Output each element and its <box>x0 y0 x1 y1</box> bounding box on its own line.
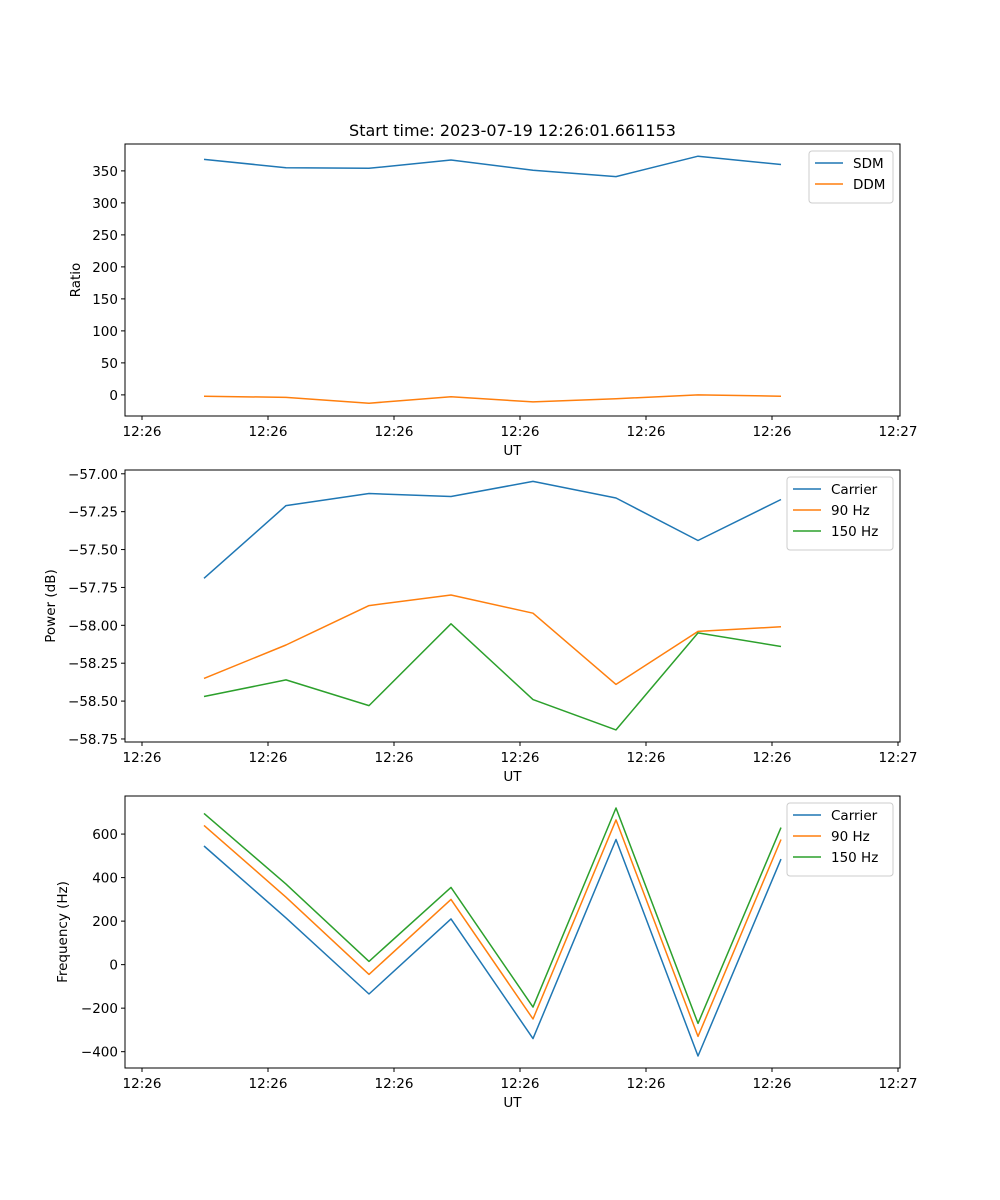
x-tick-label: 12:26 <box>123 424 162 440</box>
x-tick-label: 12:26 <box>501 750 540 766</box>
x-axis-label: UT <box>503 1095 522 1111</box>
series-line-carrier <box>203 838 782 1057</box>
x-tick-label: 12:26 <box>375 424 414 440</box>
x-axis-label: UT <box>503 769 522 785</box>
x-tick-label: 12:26 <box>753 424 792 440</box>
plot-frame <box>124 795 901 1069</box>
x-tick-label: 12:26 <box>123 750 162 766</box>
y-tick-label: 250 <box>92 228 118 244</box>
y-tick-label: −200 <box>81 1001 118 1017</box>
y-tick-label: −400 <box>81 1045 118 1061</box>
legend-label: 90 Hz <box>831 829 870 845</box>
x-tick-label: 12:26 <box>753 1076 792 1092</box>
y-tick-label: −58.50 <box>68 694 118 710</box>
y-tick-label: −58.25 <box>68 656 118 672</box>
y-tick-label: −57.50 <box>68 543 118 559</box>
legend-label: Carrier <box>831 482 878 498</box>
plot-frame <box>124 143 901 417</box>
y-axis-label: Frequency (Hz) <box>55 881 71 983</box>
x-tick-label: 12:26 <box>627 424 666 440</box>
series-line-sdm <box>203 155 782 178</box>
chart-panel-1: Start time: 2023-07-19 12:26:01.661153 0 5… <box>68 121 917 459</box>
y-tick-label: 300 <box>92 196 118 212</box>
series-line-150-hz <box>203 623 782 731</box>
y-axis-label: Ratio <box>68 263 84 298</box>
x-axis-label: UT <box>503 443 522 459</box>
x-tick-label: 12:26 <box>753 750 792 766</box>
series-line-ddm <box>203 394 782 404</box>
legend-label: DDM <box>853 177 885 193</box>
legend: Carrier 90 Hz 150 Hz <box>786 476 894 551</box>
y-tick-label: −58.00 <box>68 618 118 634</box>
y-tick-label: 100 <box>92 324 118 340</box>
y-tick-label: −57.25 <box>68 505 118 521</box>
y-tick-label: 150 <box>92 292 118 308</box>
series-line-90-hz <box>203 594 782 686</box>
x-tick-label: 12:26 <box>627 1076 666 1092</box>
y-tick-label: 400 <box>92 871 118 887</box>
x-tick-label: 12:26 <box>123 1076 162 1092</box>
x-tick-label: 12:26 <box>501 1076 540 1092</box>
y-tick-label: −57.00 <box>68 467 118 483</box>
y-tick-label: 600 <box>92 827 118 843</box>
x-tick-label: 12:26 <box>249 424 288 440</box>
legend-box <box>808 150 894 204</box>
y-tick-label: 50 <box>101 356 118 372</box>
plot-frame <box>124 469 901 743</box>
y-tick-label: −57.75 <box>68 580 118 596</box>
y-axis-label: Power (dB) <box>43 569 59 642</box>
legend: SDM DDM <box>808 150 894 204</box>
y-tick-label: 0 <box>109 958 118 974</box>
legend-label: 150 Hz <box>831 524 878 540</box>
x-tick-label: 12:26 <box>375 1076 414 1092</box>
x-tick-label: 12:26 <box>249 750 288 766</box>
chart-panel-2: −58.75 −58.50 −58.25 −58.00 −57.75 −57.50 −57.… <box>43 467 917 785</box>
y-tick-label: 350 <box>92 164 118 180</box>
x-tick-label: 12:27 <box>879 1076 918 1092</box>
legend-label: 150 Hz <box>831 850 878 866</box>
x-tick-label: 12:27 <box>879 750 918 766</box>
x-tick-label: 12:27 <box>879 424 918 440</box>
y-tick-label: 200 <box>92 260 118 276</box>
x-tick-label: 12:26 <box>375 750 414 766</box>
x-tick-label: 12:26 <box>249 1076 288 1092</box>
series-line-150-hz <box>203 807 782 1025</box>
legend-label: Carrier <box>831 808 878 824</box>
chart-title: Start time: 2023-07-19 12:26:01.661153 <box>349 121 676 140</box>
x-tick-label: 12:26 <box>501 424 540 440</box>
y-tick-label: 0 <box>109 388 118 404</box>
y-tick-label: 200 <box>92 914 118 930</box>
y-tick-label: −58.75 <box>68 732 118 748</box>
legend-label: SDM <box>853 156 884 172</box>
series-line-carrier <box>203 480 782 579</box>
legend-label: 90 Hz <box>831 503 870 519</box>
chart-panel-3: −400 −200 0 200 400 600 12:26 12:26 12:26 12:26 12… <box>55 795 918 1111</box>
legend: Carrier 90 Hz 150 Hz <box>786 802 894 877</box>
series-line-90-hz <box>203 819 782 1038</box>
x-tick-label: 12:26 <box>627 750 666 766</box>
